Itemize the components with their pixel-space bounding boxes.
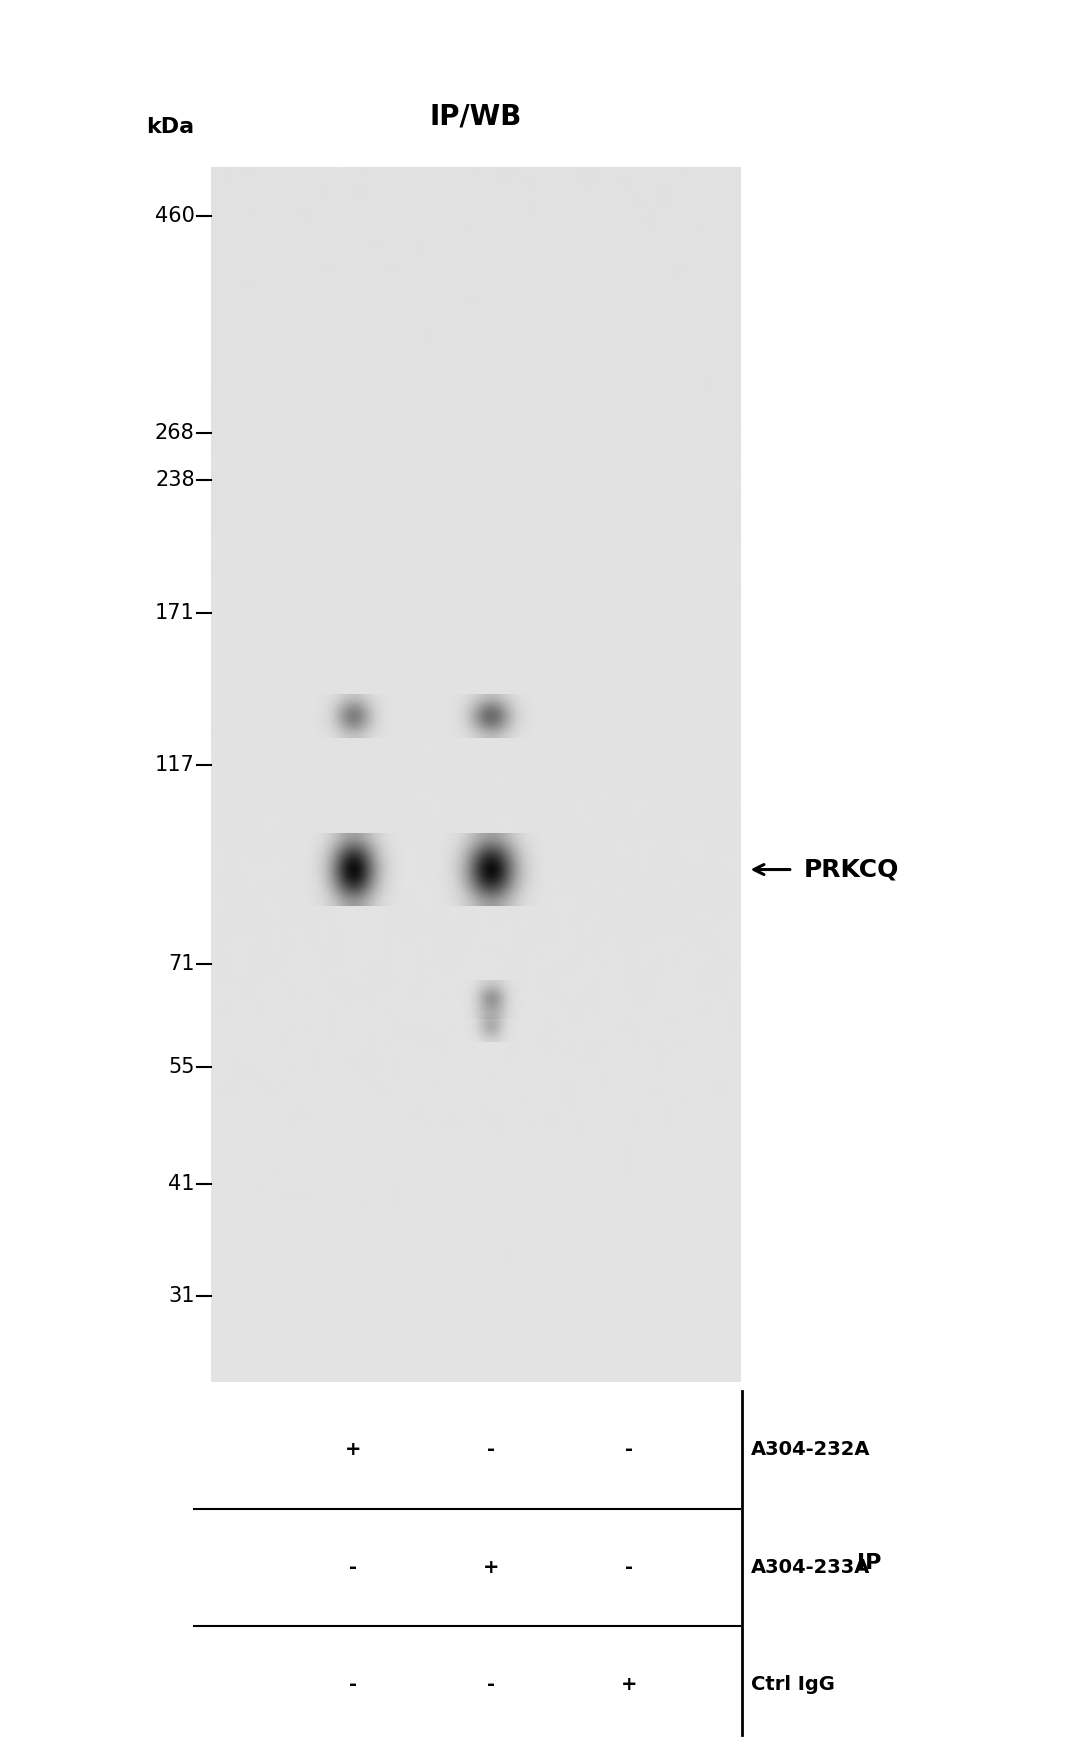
Text: 238: 238	[156, 470, 194, 490]
Text: 171: 171	[154, 602, 194, 623]
Text: PRKCQ: PRKCQ	[804, 858, 899, 882]
Text: +: +	[620, 1675, 637, 1694]
Text: 268: 268	[154, 423, 194, 442]
Text: IP/WB: IP/WB	[429, 102, 522, 130]
Text: 55: 55	[168, 1057, 194, 1076]
Text: A304-233A: A304-233A	[751, 1558, 870, 1576]
Text: A304-232A: A304-232A	[751, 1440, 870, 1460]
Text: +: +	[483, 1558, 499, 1576]
Text: -: -	[624, 1558, 633, 1576]
Text: -: -	[350, 1558, 357, 1576]
Text: -: -	[487, 1675, 495, 1694]
Text: kDa: kDa	[147, 116, 194, 137]
Text: 117: 117	[154, 754, 194, 775]
Text: 460: 460	[154, 206, 194, 227]
Text: 41: 41	[168, 1175, 194, 1194]
Text: 71: 71	[168, 954, 194, 974]
Text: IP: IP	[858, 1553, 881, 1573]
Text: +: +	[346, 1440, 362, 1460]
Text: 31: 31	[168, 1286, 194, 1307]
Text: -: -	[350, 1675, 357, 1694]
Text: -: -	[624, 1440, 633, 1460]
Text: -: -	[487, 1440, 495, 1460]
Text: Ctrl IgG: Ctrl IgG	[751, 1675, 835, 1694]
